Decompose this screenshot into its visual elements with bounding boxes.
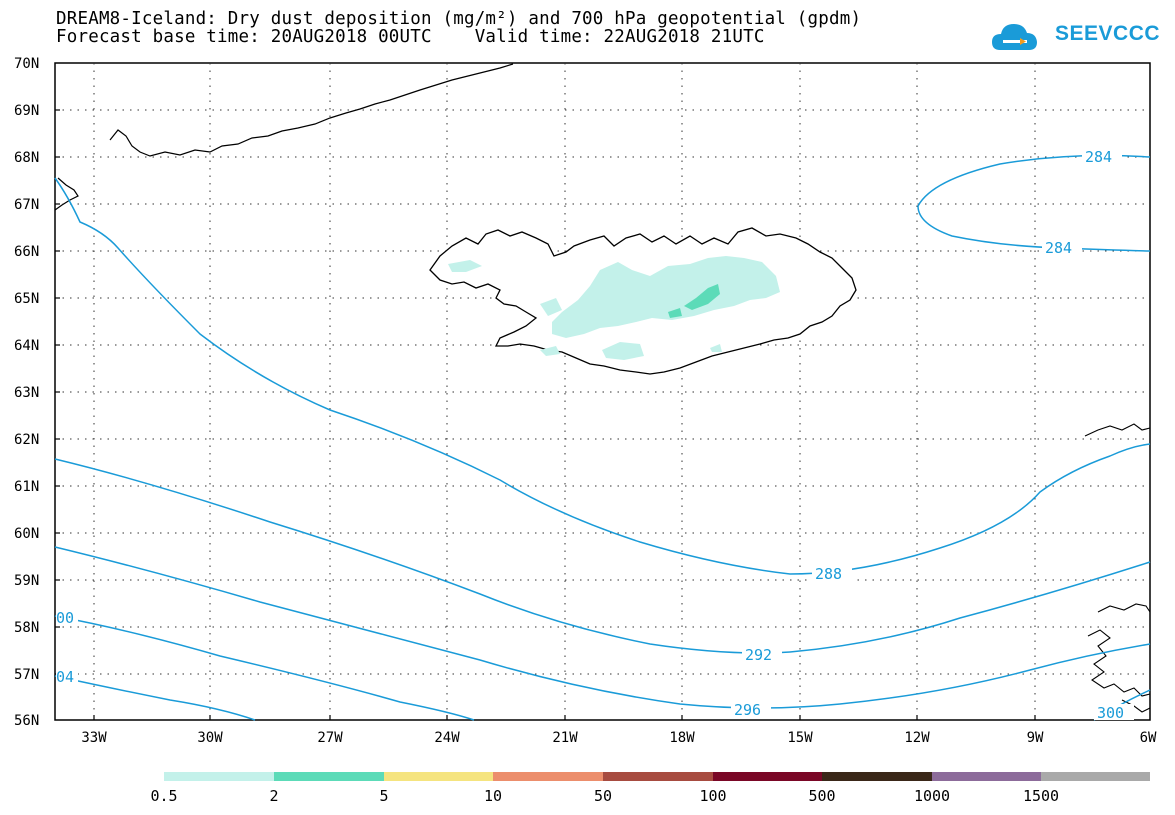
dust-deposition-light — [602, 342, 644, 360]
legend-swatch — [384, 772, 493, 781]
legend-swatch — [713, 772, 822, 781]
contour-288 — [54, 177, 1151, 575]
latitude-labels: 70N 69N 68N 67N 66N 65N 64N 63N 62N 61N … — [14, 56, 39, 729]
lon-label: 9W — [1027, 730, 1044, 746]
contour-label: 288 — [815, 565, 842, 583]
lat-label: 65N — [14, 291, 39, 307]
legend-swatch — [274, 772, 384, 781]
lat-label: 70N — [14, 56, 39, 72]
longitude-labels: 33W 30W 27W 24W 21W 18W 15W 12W 9W 6W — [81, 730, 1157, 746]
map-title: DREAM8-Iceland: Dry dust deposition (mg/… — [56, 9, 862, 29]
contour-284-closed — [917, 154, 1151, 252]
lat-label: 57N — [14, 667, 39, 683]
legend-label: 1500 — [1023, 787, 1059, 805]
contour-label: 284 — [1045, 239, 1072, 257]
lat-label: 67N — [14, 197, 39, 213]
contour-label: 292 — [745, 646, 772, 664]
legend-label: 100 — [699, 787, 726, 805]
lon-label: 33W — [81, 730, 107, 746]
contour-label: 300 — [1097, 704, 1124, 722]
logo-text: SEEVCCC — [1055, 22, 1161, 45]
legend-label: 0.5 — [150, 787, 177, 805]
lat-label: 58N — [14, 620, 39, 636]
lon-label: 15W — [787, 730, 813, 746]
contour-304 — [54, 675, 256, 721]
lon-label: 21W — [552, 730, 578, 746]
faroe-coastline — [1084, 423, 1151, 437]
dust-deposition-light — [710, 344, 722, 352]
lat-label: 69N — [14, 103, 39, 119]
dust-deposition-dark — [668, 308, 682, 318]
greenland-coastline — [54, 63, 514, 211]
lat-label: 62N — [14, 432, 39, 448]
lon-label: 12W — [904, 730, 930, 746]
dust-deposition-light — [540, 346, 560, 356]
scotland-coastline — [1087, 603, 1151, 713]
legend-label: 1000 — [914, 787, 950, 805]
legend-label: 500 — [808, 787, 835, 805]
lat-label: 64N — [14, 338, 39, 354]
legend-colorbar — [164, 772, 1150, 781]
dust-deposition-light — [540, 298, 562, 316]
contour-label: 04 — [56, 668, 74, 686]
lon-label: 6W — [1140, 730, 1157, 746]
legend-label: 10 — [484, 787, 502, 805]
legend-swatch — [932, 772, 1041, 781]
lon-label: 30W — [197, 730, 223, 746]
legend-swatch — [603, 772, 713, 781]
dust-deposition-light — [448, 260, 482, 272]
lat-label: 63N — [14, 385, 39, 401]
legend-swatch — [164, 772, 274, 781]
contour-label: 00 — [56, 609, 74, 627]
contour-label: 284 — [1085, 148, 1112, 166]
legend-label: 2 — [269, 787, 278, 805]
lat-label: 61N — [14, 479, 39, 495]
grid-lines — [55, 63, 1150, 720]
lon-label: 24W — [434, 730, 460, 746]
lat-label: 59N — [14, 573, 39, 589]
legend-swatch — [493, 772, 603, 781]
dust-deposition-dark — [684, 284, 720, 310]
lat-label: 60N — [14, 526, 39, 542]
map-subtitle: Forecast base time: 20AUG2018 00UTC Vali… — [56, 27, 765, 47]
legend-label: 50 — [594, 787, 612, 805]
lat-label: 68N — [14, 150, 39, 166]
legend-swatch — [822, 772, 932, 781]
axis-ticks — [55, 109, 1036, 720]
legend-swatch — [1041, 772, 1150, 781]
legend-labels: 0.5 2 5 10 50 100 500 1000 1500 — [150, 787, 1059, 805]
contour-label: 296 — [734, 701, 761, 719]
lon-label: 18W — [669, 730, 695, 746]
dust-deposition-light — [552, 256, 780, 338]
cloud-icon — [992, 24, 1037, 50]
contour-292 — [54, 458, 1151, 654]
contour-300 — [54, 615, 475, 721]
lat-label: 56N — [14, 713, 39, 729]
legend-label: 5 — [379, 787, 388, 805]
contour-296 — [54, 546, 1151, 709]
lon-label: 27W — [317, 730, 343, 746]
lat-label: 66N — [14, 244, 39, 260]
